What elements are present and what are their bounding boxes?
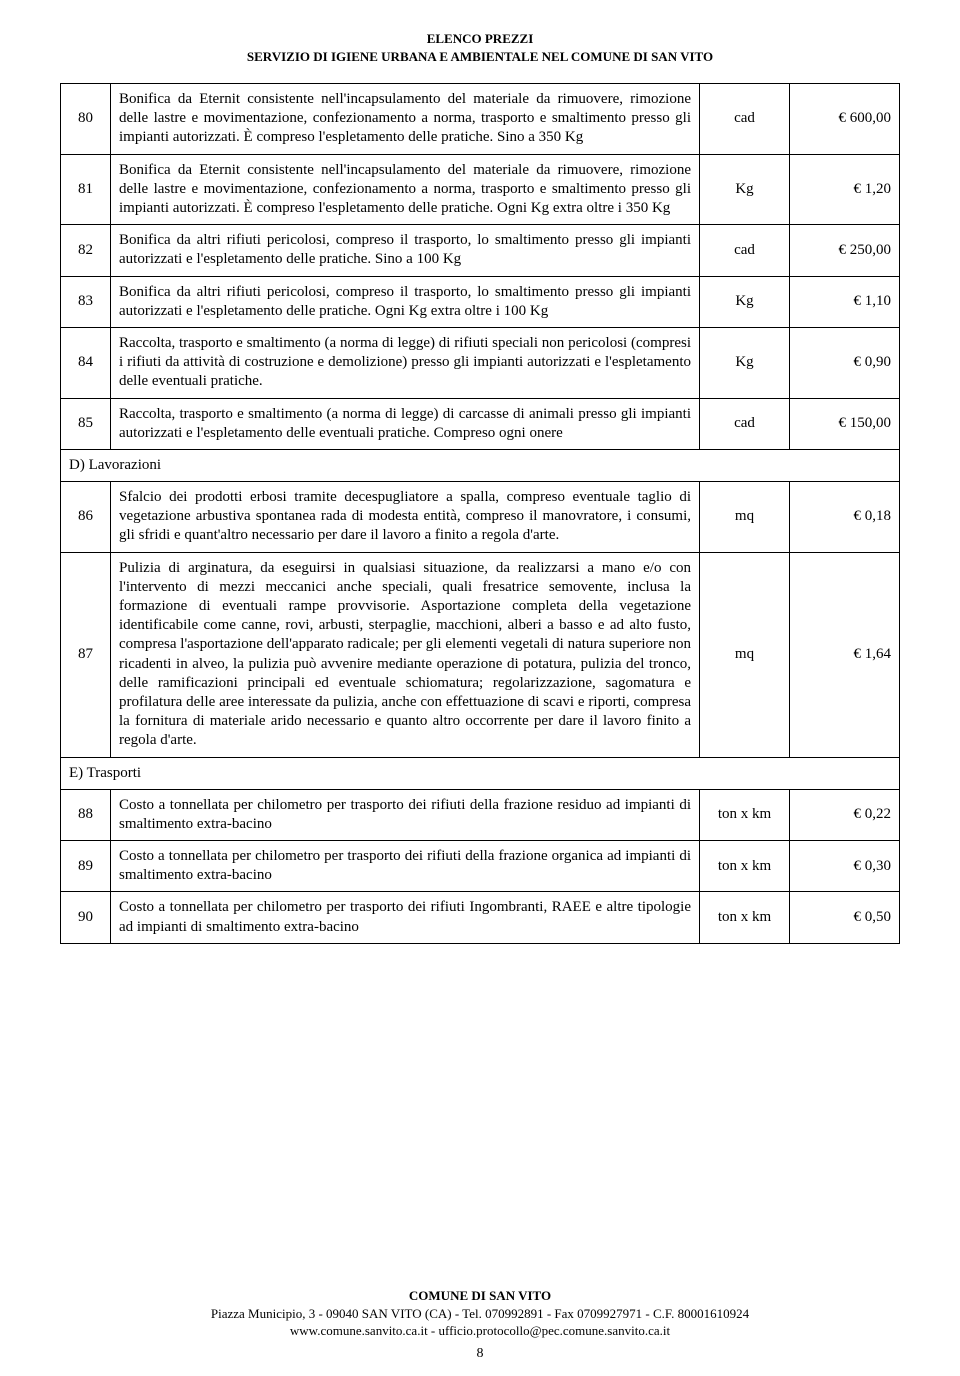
table-row: 82Bonifica da altri rifiuti pericolosi, … [61, 225, 900, 276]
row-price: € 0,50 [790, 892, 900, 943]
section-heading: E) Trasporti [61, 757, 900, 789]
table-row: 87Pulizia di arginatura, da eseguirsi in… [61, 552, 900, 757]
row-number: 80 [61, 84, 111, 155]
row-unit: cad [700, 84, 790, 155]
page-header: ELENCO PREZZI SERVIZIO DI IGIENE URBANA … [60, 30, 900, 65]
row-unit: mq [700, 482, 790, 553]
footer-org: COMUNE DI SAN VITO [0, 1287, 960, 1305]
header-line2: SERVIZIO DI IGIENE URBANA E AMBIENTALE N… [60, 48, 900, 66]
row-price: € 0,22 [790, 789, 900, 840]
row-price: € 250,00 [790, 225, 900, 276]
row-unit: cad [700, 398, 790, 449]
row-unit: Kg [700, 154, 790, 225]
table-row: 90Costo a tonnellata per chilometro per … [61, 892, 900, 943]
row-price: € 0,90 [790, 327, 900, 398]
table-row: 84Raccolta, trasporto e smaltimento (a n… [61, 327, 900, 398]
header-line1: ELENCO PREZZI [60, 30, 900, 48]
row-description: Pulizia di arginatura, da eseguirsi in q… [111, 552, 700, 757]
table-row: 81Bonifica da Eternit consistente nell'i… [61, 154, 900, 225]
row-description: Raccolta, trasporto e smaltimento (a nor… [111, 398, 700, 449]
footer-links: www.comune.sanvito.ca.it - ufficio.proto… [0, 1322, 960, 1340]
section-heading: D) Lavorazioni [61, 449, 900, 481]
row-number: 81 [61, 154, 111, 225]
row-description: Bonifica da altri rifiuti pericolosi, co… [111, 276, 700, 327]
row-price: € 600,00 [790, 84, 900, 155]
table-row: 86Sfalcio dei prodotti erbosi tramite de… [61, 482, 900, 553]
table-row: 83Bonifica da altri rifiuti pericolosi, … [61, 276, 900, 327]
row-unit: mq [700, 552, 790, 757]
row-number: 84 [61, 327, 111, 398]
row-price: € 150,00 [790, 398, 900, 449]
price-table: 80Bonifica da Eternit consistente nell'i… [60, 83, 900, 944]
row-number: 87 [61, 552, 111, 757]
row-description: Bonifica da Eternit consistente nell'inc… [111, 84, 700, 155]
row-unit: ton x km [700, 841, 790, 892]
row-number: 82 [61, 225, 111, 276]
row-number: 90 [61, 892, 111, 943]
row-number: 89 [61, 841, 111, 892]
table-row: D) Lavorazioni [61, 449, 900, 481]
row-number: 88 [61, 789, 111, 840]
row-description: Sfalcio dei prodotti erbosi tramite dece… [111, 482, 700, 553]
page-footer: COMUNE DI SAN VITO Piazza Municipio, 3 -… [0, 1287, 960, 1340]
row-description: Bonifica da Eternit consistente nell'inc… [111, 154, 700, 225]
table-row: 89Costo a tonnellata per chilometro per … [61, 841, 900, 892]
row-unit: Kg [700, 276, 790, 327]
table-row: 85Raccolta, trasporto e smaltimento (a n… [61, 398, 900, 449]
row-unit: Kg [700, 327, 790, 398]
table-row: 80Bonifica da Eternit consistente nell'i… [61, 84, 900, 155]
row-description: Raccolta, trasporto e smaltimento (a nor… [111, 327, 700, 398]
row-price: € 0,30 [790, 841, 900, 892]
row-unit: cad [700, 225, 790, 276]
row-number: 83 [61, 276, 111, 327]
row-description: Costo a tonnellata per chilometro per tr… [111, 892, 700, 943]
table-row: E) Trasporti [61, 757, 900, 789]
row-description: Costo a tonnellata per chilometro per tr… [111, 789, 700, 840]
row-price: € 1,20 [790, 154, 900, 225]
row-description: Bonifica da altri rifiuti pericolosi, co… [111, 225, 700, 276]
footer-address: Piazza Municipio, 3 - 09040 SAN VITO (CA… [0, 1305, 960, 1323]
page-number: 8 [0, 1346, 960, 1362]
row-price: € 1,10 [790, 276, 900, 327]
table-row: 88Costo a tonnellata per chilometro per … [61, 789, 900, 840]
row-unit: ton x km [700, 892, 790, 943]
row-number: 85 [61, 398, 111, 449]
row-unit: ton x km [700, 789, 790, 840]
row-description: Costo a tonnellata per chilometro per tr… [111, 841, 700, 892]
row-price: € 1,64 [790, 552, 900, 757]
row-number: 86 [61, 482, 111, 553]
row-price: € 0,18 [790, 482, 900, 553]
